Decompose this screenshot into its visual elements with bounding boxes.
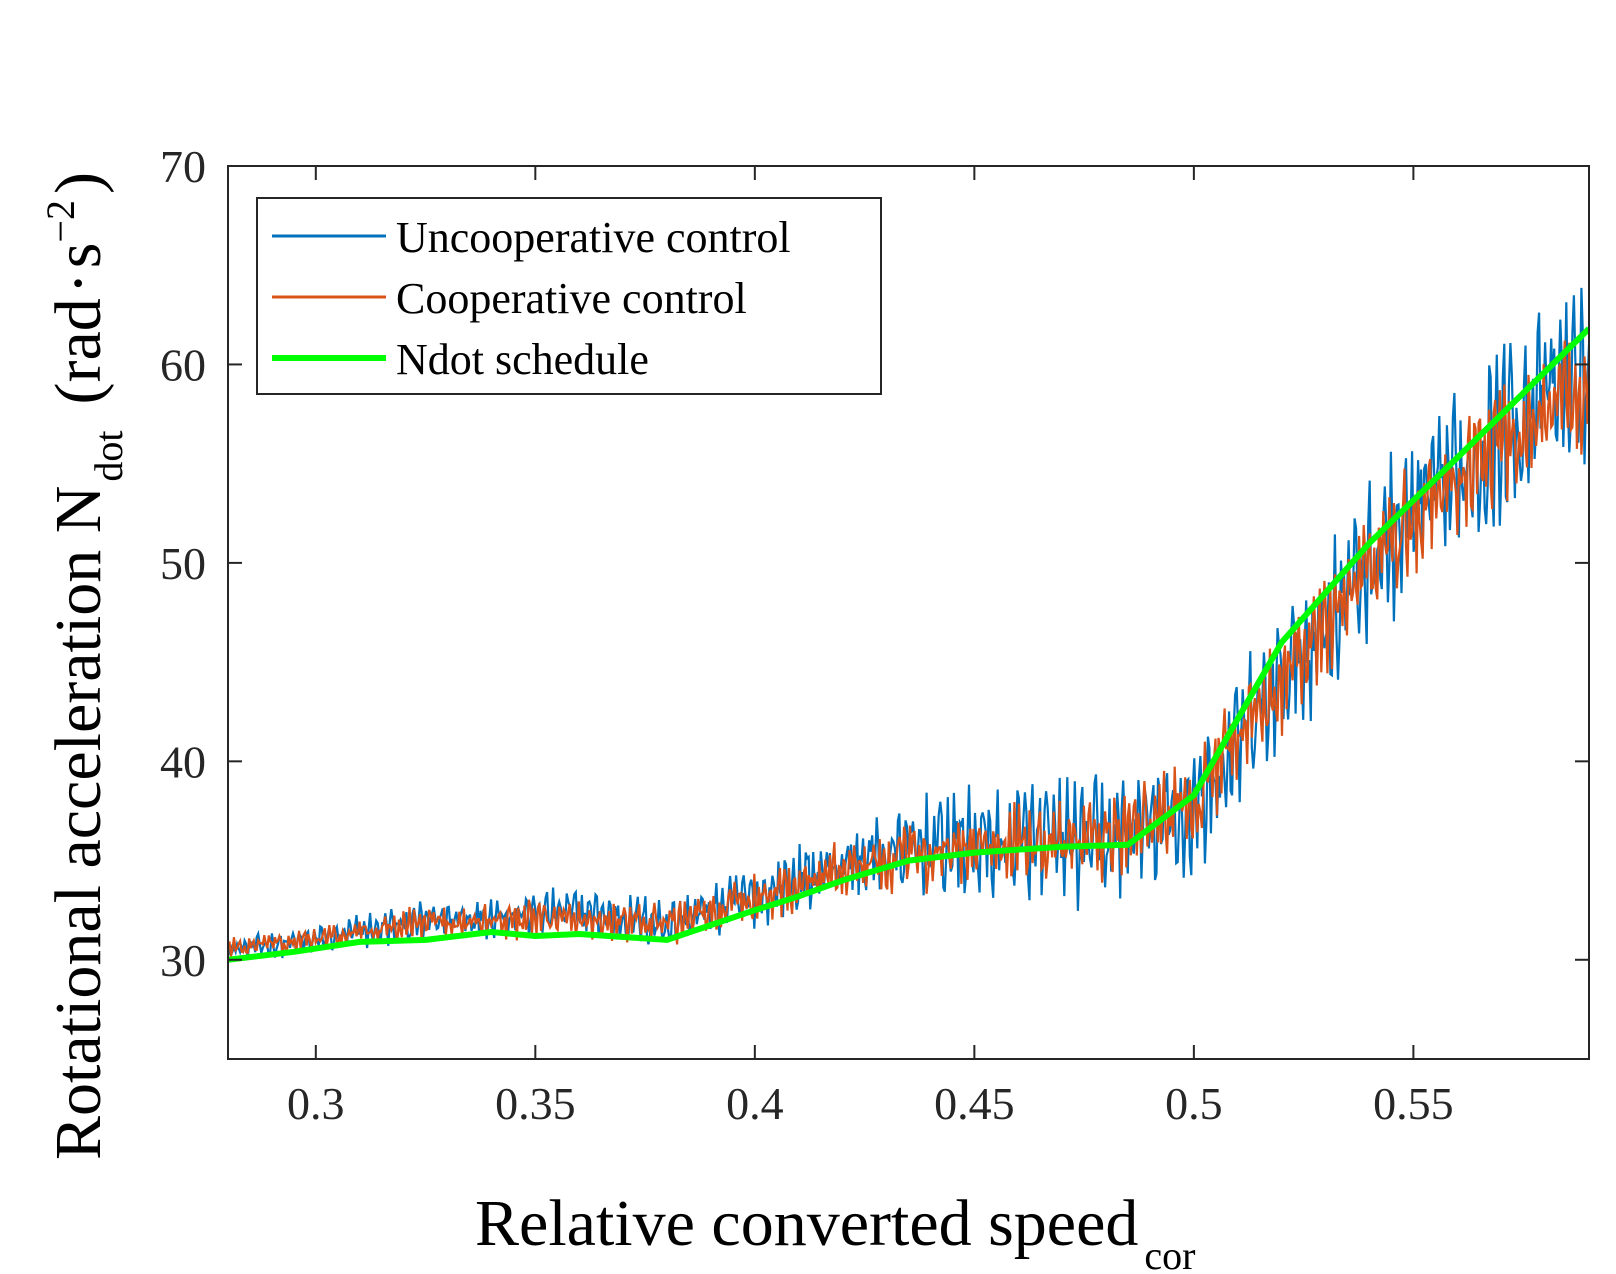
- x-tick-label: 0.3: [287, 1078, 345, 1129]
- y-axis-units-s: s: [42, 243, 115, 269]
- y-tick-label: 40: [160, 736, 206, 787]
- y-axis-units-exponent: −2: [38, 200, 83, 243]
- y-axis-label: Rotational acceleration Ndot (rad · s−2): [38, 172, 131, 1160]
- x-tick-label: 0.45: [934, 1078, 1015, 1129]
- x-axis-ticks: 0.3 0.35 0.4 0.45 0.5 0.55: [287, 166, 1454, 1129]
- y-tick-label: 30: [160, 935, 206, 986]
- x-axis-label: Relative converted speed cor: [475, 1187, 1195, 1274]
- y-axis-units-open: (rad: [42, 298, 115, 404]
- y-axis-units-close: ): [42, 172, 115, 194]
- legend-label-ndot-schedule: Ndot schedule: [396, 335, 649, 384]
- series-line-cooperative-control: [228, 340, 1589, 957]
- series-line-ndot-schedule: [228, 326, 1589, 963]
- y-axis-ticks: 30 40 50 60 70: [160, 141, 1589, 986]
- y-axis-label-main: Rotational acceleration N: [42, 486, 115, 1160]
- y-tick-label: 60: [160, 339, 206, 390]
- y-tick-label: 70: [160, 141, 206, 192]
- x-axis-label-subscript: cor: [1144, 1233, 1195, 1274]
- x-axis-label-main: Relative converted speed: [475, 1187, 1138, 1260]
- x-tick-label: 0.55: [1373, 1078, 1454, 1129]
- y-tick-label: 50: [160, 538, 206, 589]
- y-axis-units-dot: ·: [42, 272, 115, 294]
- legend-label-uncooperative: Uncooperative control: [396, 213, 791, 262]
- x-tick-label: 0.4: [726, 1078, 784, 1129]
- plot-frame: [227, 165, 1590, 1060]
- legend-label-cooperative: Cooperative control: [396, 274, 747, 323]
- y-axis-label-subscript: dot: [86, 431, 131, 482]
- legend: Uncooperative control Cooperative contro…: [256, 197, 882, 395]
- series-layer: [228, 287, 1589, 963]
- x-tick-label: 0.35: [495, 1078, 576, 1129]
- x-tick-label: 0.5: [1165, 1078, 1223, 1129]
